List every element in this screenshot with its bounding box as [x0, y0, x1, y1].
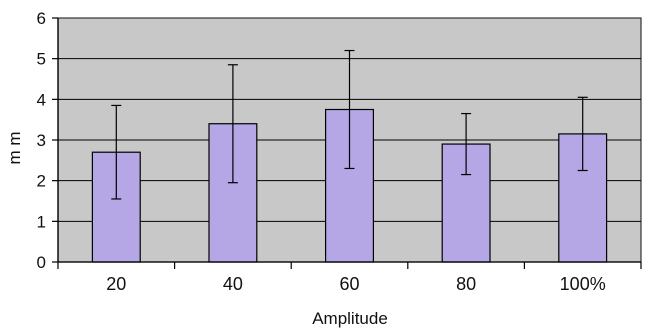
bars	[91, 108, 608, 263]
y-tick-label-6: 6	[37, 9, 46, 28]
y-tick-label-4: 4	[37, 90, 46, 109]
error-bars	[111, 49, 588, 200]
x-tick-label-40: 40	[223, 274, 243, 294]
x-tick-label-60: 60	[339, 274, 359, 294]
x-tick-label-20: 20	[106, 274, 126, 294]
x-axis-ticks: 20 40 60 80 100%	[57, 262, 642, 294]
x-axis-title: Amplitude	[312, 309, 388, 328]
y-tick-label-5: 5	[37, 50, 46, 69]
y-tick-label-1: 1	[37, 212, 46, 231]
x-tick-label-80: 80	[456, 274, 476, 294]
y-tick-label-2: 2	[37, 172, 46, 191]
y-tick-label-0: 0	[37, 253, 46, 272]
x-tick-label-100%: 100%	[560, 274, 606, 294]
y-axis-title: m m	[5, 131, 24, 164]
y-axis-ticks: 0 1 2 3 4 5 6	[37, 9, 58, 272]
y-tick-label-3: 3	[37, 131, 46, 150]
